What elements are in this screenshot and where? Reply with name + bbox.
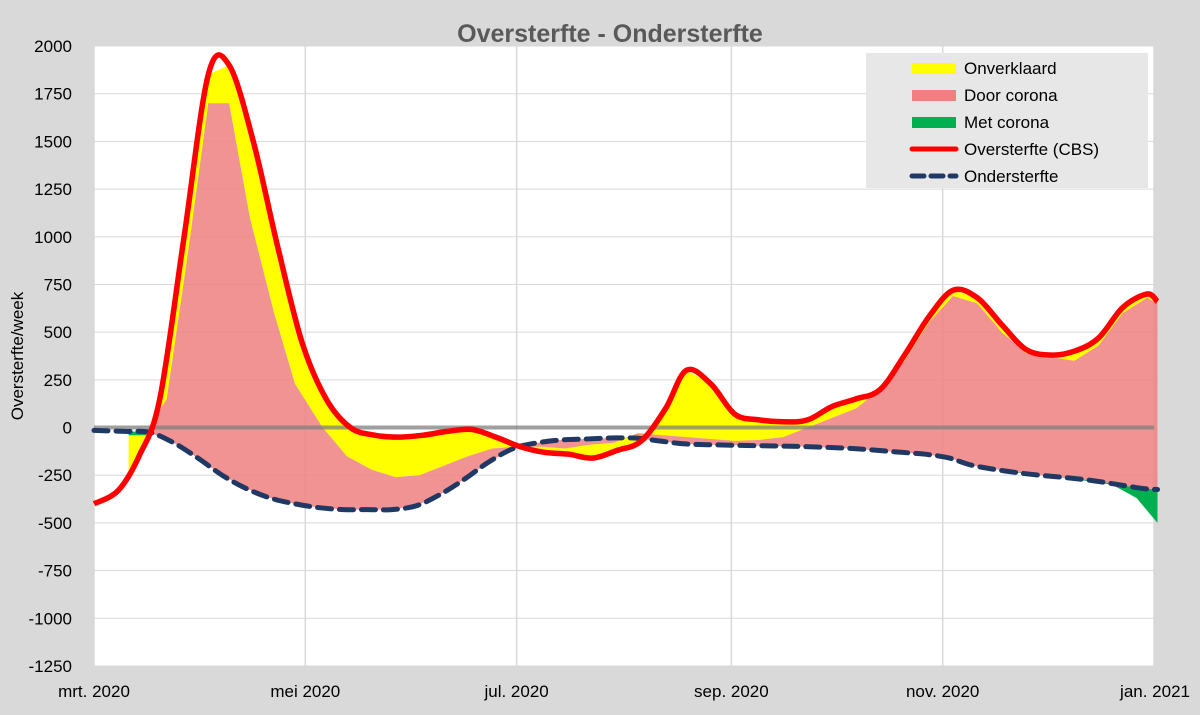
legend-swatch <box>912 90 956 101</box>
legend-label: Oversterfte (CBS) <box>964 140 1099 159</box>
y-tick-label: 1250 <box>34 180 72 199</box>
legend-label: Met corona <box>964 113 1050 132</box>
line-ondersterfte <box>91 427 1160 513</box>
x-tick-label: mrt. 2020 <box>58 682 130 701</box>
y-tick-label: 2000 <box>34 37 72 56</box>
y-tick-label: -500 <box>38 514 72 533</box>
x-tick-label: nov. 2020 <box>906 682 979 701</box>
x-tick-label: sep. 2020 <box>694 682 769 701</box>
x-tick-label: jan. 2021 <box>1119 682 1190 701</box>
area-door-corona <box>128 103 1158 510</box>
y-tick-label: -1250 <box>29 657 72 676</box>
y-axis-label: Oversterfte/week <box>8 291 27 420</box>
line-series <box>91 52 1160 513</box>
y-tick-label: 0 <box>63 419 72 438</box>
y-tick-label: 750 <box>44 275 72 294</box>
chart-title: Oversterfte - Ondersterfte <box>457 20 763 48</box>
y-tick-label: -1000 <box>29 609 72 628</box>
line-oversterfte-cbs <box>92 52 1160 507</box>
y-tick-label: 250 <box>44 371 72 390</box>
x-axis: mrt. 2020 mei 2020 jul. 2020 sep. 2020 nov. … <box>58 682 1190 701</box>
area-onverklaard <box>128 65 1158 478</box>
legend-label: Ondersterfte <box>964 167 1059 186</box>
legend-swatch <box>912 117 956 128</box>
x-tick-label: mei 2020 <box>270 682 340 701</box>
x-tick-label: jul. 2020 <box>483 682 548 701</box>
legend-swatch <box>912 63 956 74</box>
legend-label: Door corona <box>964 86 1058 105</box>
y-tick-label: 1000 <box>34 228 72 247</box>
y-axis: 2000 1750 1500 1250 1000 750 500 250 0 -250 -500 -7… <box>29 37 72 676</box>
chart-legend: Onverklaard Door corona Met corona Overster… <box>866 53 1148 188</box>
y-tick-label: -750 <box>38 562 72 581</box>
legend-label: Onverklaard <box>964 59 1057 78</box>
y-tick-label: 1500 <box>34 132 72 151</box>
y-tick-label: -250 <box>38 466 72 485</box>
y-tick-label: 500 <box>44 323 72 342</box>
y-tick-label: 1750 <box>34 85 72 104</box>
